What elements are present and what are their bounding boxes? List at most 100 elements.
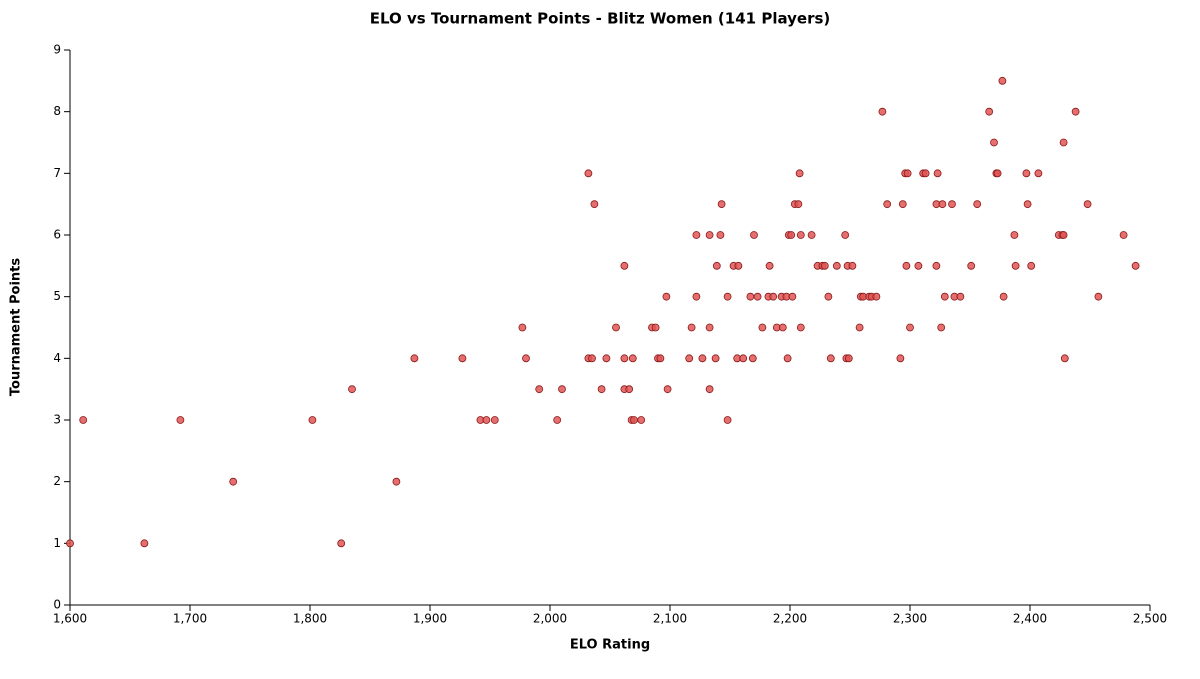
point xyxy=(662,292,671,301)
point xyxy=(769,292,778,301)
point xyxy=(783,354,792,363)
point xyxy=(844,354,853,363)
point xyxy=(758,323,767,332)
point xyxy=(1083,200,1092,209)
point xyxy=(993,169,1002,178)
point xyxy=(140,539,149,548)
x-tick-label: 1,600 xyxy=(53,612,87,626)
point xyxy=(705,231,714,239)
y-tick-label: 8 xyxy=(53,104,61,118)
point xyxy=(948,200,956,209)
point xyxy=(656,354,665,363)
point xyxy=(937,323,946,332)
x-tick-label: 2,300 xyxy=(893,612,927,626)
point xyxy=(848,261,857,270)
point xyxy=(795,169,804,178)
point xyxy=(824,292,833,301)
point xyxy=(734,261,743,270)
x-tick-label: 2,200 xyxy=(773,612,807,626)
point xyxy=(973,200,982,209)
point xyxy=(698,354,707,363)
point xyxy=(1023,200,1032,209)
x-tick-label: 2,400 xyxy=(1013,612,1047,626)
y-tick-label: 3 xyxy=(53,413,61,427)
point xyxy=(748,354,757,363)
point xyxy=(348,385,356,394)
point xyxy=(637,416,646,424)
x-tick-label: 1,900 xyxy=(413,612,447,626)
point xyxy=(1011,261,1020,270)
point xyxy=(1119,231,1128,239)
point xyxy=(883,200,892,209)
point xyxy=(826,354,835,363)
point xyxy=(778,323,787,332)
point xyxy=(716,231,725,239)
point xyxy=(1059,231,1068,239)
point xyxy=(1131,261,1140,270)
point xyxy=(807,231,816,239)
point xyxy=(588,354,596,363)
y-tick-label: 5 xyxy=(53,289,61,303)
point xyxy=(558,385,566,394)
point xyxy=(518,323,527,332)
point xyxy=(796,231,805,239)
point xyxy=(753,292,762,301)
point xyxy=(1034,169,1043,178)
point xyxy=(685,354,694,363)
point xyxy=(932,261,941,270)
point xyxy=(229,477,238,486)
y-axis-label: Tournament Points xyxy=(9,258,24,397)
point xyxy=(1094,292,1103,301)
point xyxy=(308,416,317,424)
point xyxy=(956,292,965,301)
y-tick-label: 1 xyxy=(53,536,61,550)
point xyxy=(914,261,923,270)
point xyxy=(832,261,841,270)
point xyxy=(602,354,611,363)
point xyxy=(392,477,401,486)
point xyxy=(630,416,638,424)
point xyxy=(999,292,1008,301)
point xyxy=(410,354,419,363)
y-tick-label: 2 xyxy=(53,474,61,488)
point xyxy=(921,169,930,178)
y-tick-label: 6 xyxy=(53,228,61,242)
point xyxy=(739,354,748,363)
point xyxy=(878,107,887,116)
point xyxy=(176,416,185,424)
x-tick-label: 1,700 xyxy=(173,612,207,626)
point xyxy=(625,385,634,394)
point xyxy=(723,416,732,424)
point xyxy=(903,169,912,178)
y-tick-label: 4 xyxy=(53,351,61,365)
chart-title: ELO vs Tournament Points - Blitz Women (… xyxy=(370,10,831,28)
point xyxy=(584,169,593,178)
point xyxy=(66,539,74,548)
point xyxy=(788,292,797,301)
point xyxy=(612,323,620,332)
point xyxy=(906,323,914,332)
point xyxy=(1060,354,1069,363)
y-tick-label: 9 xyxy=(53,43,61,57)
point xyxy=(1027,261,1036,270)
point xyxy=(896,354,905,363)
point xyxy=(998,76,1007,85)
point xyxy=(898,200,907,209)
x-tick-label: 2,500 xyxy=(1133,612,1167,626)
point xyxy=(711,354,720,363)
y-tick-label: 7 xyxy=(53,166,61,180)
x-tick-label: 2,100 xyxy=(653,612,687,626)
point xyxy=(723,292,732,301)
point xyxy=(651,323,660,332)
point xyxy=(590,200,599,209)
point xyxy=(787,231,796,239)
point xyxy=(628,354,637,363)
point xyxy=(872,292,881,301)
point xyxy=(458,354,467,363)
point xyxy=(765,261,774,270)
point xyxy=(712,261,721,270)
point xyxy=(717,200,726,209)
point xyxy=(620,354,629,363)
